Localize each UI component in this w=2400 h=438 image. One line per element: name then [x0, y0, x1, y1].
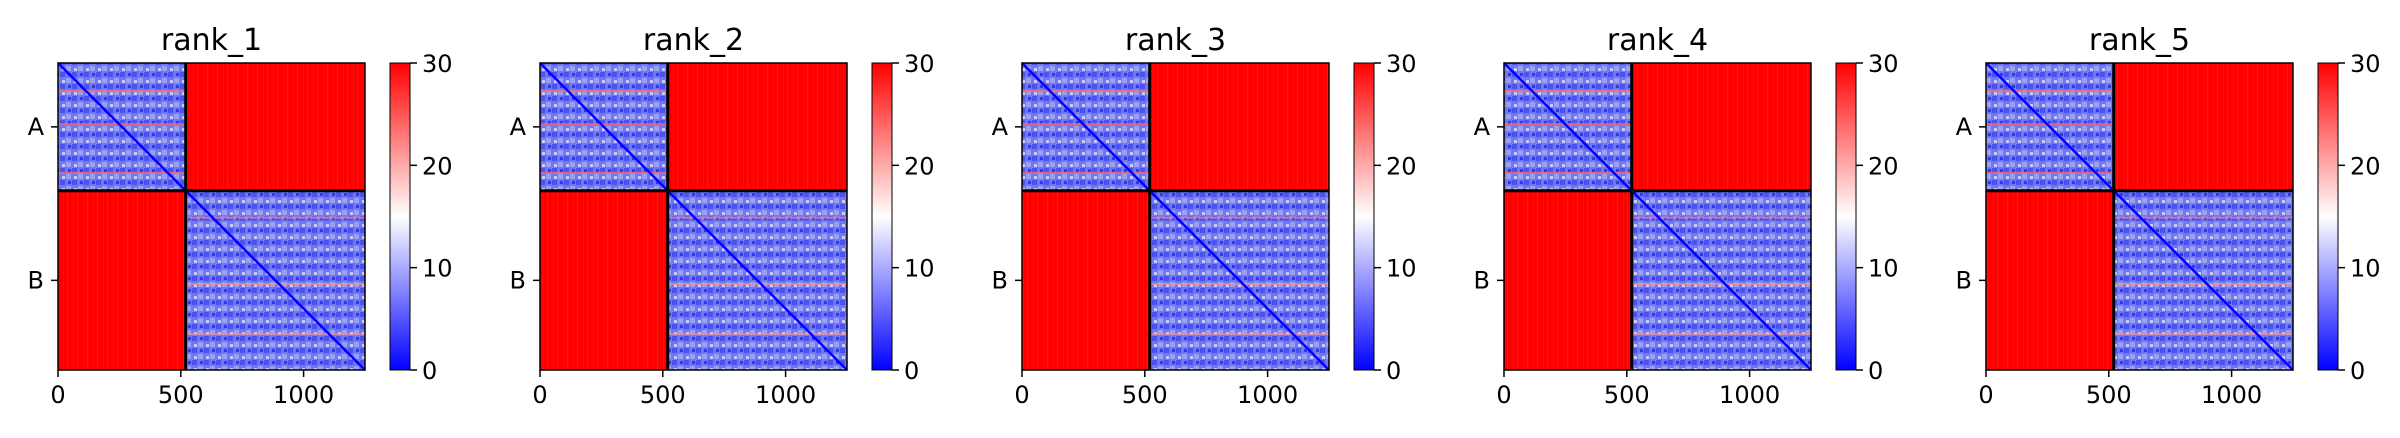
colorbar-tick-label: 30 [1868, 50, 1899, 78]
block-a-b [2113, 63, 2293, 191]
x-tick-label: 0 [1496, 381, 1511, 409]
x-tick-label: 1000 [755, 381, 816, 409]
colorbar-tick-label: 20 [1868, 152, 1899, 180]
colorbar [1353, 62, 1375, 371]
heatmap-panel-4: rank_4 0 500 1000 A B 0 10 20 30 [1474, 23, 1899, 409]
colorbar-tick-label: 10 [904, 255, 935, 283]
heatmap-panel-1: rank_1 0 500 1000 A B 0 10 20 30 [28, 23, 453, 409]
diagonal [1503, 62, 1812, 371]
colorbar [389, 62, 411, 371]
block-a-b [185, 63, 365, 191]
y-tick-label: B [992, 266, 1008, 294]
panel-title: rank_5 [2089, 23, 2190, 58]
y-tick-label: A [510, 113, 527, 141]
axes-frame [539, 62, 848, 371]
colorbar-tick-label: 20 [904, 152, 935, 180]
panel-title: rank_1 [161, 23, 262, 58]
diagonal [1985, 62, 2294, 371]
axes-frame [1021, 62, 1330, 371]
block-b-a [1504, 190, 1632, 370]
x-tick-label: 1000 [273, 381, 334, 409]
colorbar-tick-label: 10 [2350, 255, 2381, 283]
x-tick-label: 0 [50, 381, 65, 409]
colorbar-tick-label: 0 [1386, 357, 1401, 385]
colorbar-tick-label: 30 [422, 50, 453, 78]
colorbar-tick-label: 20 [1386, 152, 1417, 180]
colorbar [871, 62, 893, 371]
x-tick-label: 1000 [1237, 381, 1298, 409]
colorbar-tick-label: 30 [904, 50, 935, 78]
colorbar [1835, 62, 1857, 371]
diagonal [539, 62, 848, 371]
y-tick-label: B [510, 266, 526, 294]
colorbar-tick-label: 30 [2350, 50, 2381, 78]
x-tick-label: 500 [1604, 381, 1650, 409]
y-tick-label: A [28, 113, 45, 141]
y-tick-label: A [1956, 113, 1973, 141]
x-tick-label: 500 [1122, 381, 1168, 409]
colorbar-tick-label: 0 [422, 357, 437, 385]
y-tick-label: B [1474, 266, 1490, 294]
y-tick-label: A [992, 113, 1009, 141]
axes-frame [1985, 62, 2294, 371]
colorbar-tick-label: 0 [1868, 357, 1883, 385]
x-tick-label: 1000 [2201, 381, 2262, 409]
x-tick-label: 500 [640, 381, 686, 409]
panel-title: rank_3 [1125, 23, 1226, 58]
block-b-a [1022, 190, 1150, 370]
y-tick-label: B [28, 266, 44, 294]
colorbar-tick-label: 20 [422, 152, 453, 180]
block-b-a [540, 190, 668, 370]
colorbar-tick-label: 20 [2350, 152, 2381, 180]
colorbar-tick-label: 10 [1868, 255, 1899, 283]
heatmap-panel-2: rank_2 0 500 1000 A B 0 10 20 30 [510, 23, 935, 409]
block-a-b [1631, 63, 1811, 191]
x-tick-label: 0 [532, 381, 547, 409]
panel-title: rank_4 [1607, 23, 1708, 58]
block-b-a [1986, 190, 2114, 370]
colorbar-tick-label: 10 [1386, 255, 1417, 283]
panel-title: rank_2 [643, 23, 744, 58]
diagonal [57, 62, 366, 371]
x-tick-label: 500 [2086, 381, 2132, 409]
colorbar-tick-label: 0 [2350, 357, 2365, 385]
colorbar-tick-label: 0 [904, 357, 919, 385]
y-tick-label: B [1956, 266, 1972, 294]
x-tick-label: 0 [1978, 381, 1993, 409]
axes-frame [1503, 62, 1812, 371]
x-tick-label: 500 [158, 381, 204, 409]
block-b-a [58, 190, 186, 370]
x-tick-label: 0 [1014, 381, 1029, 409]
x-tick-label: 1000 [1719, 381, 1780, 409]
y-tick-label: A [1474, 113, 1491, 141]
diagonal [1021, 62, 1330, 371]
block-a-b [667, 63, 847, 191]
heatmap-panel-5: rank_5 0 500 1000 A B 0 10 20 30 [1956, 23, 2381, 409]
block-a-b [1149, 63, 1329, 191]
axes-frame [57, 62, 366, 371]
colorbar-tick-label: 30 [1386, 50, 1417, 78]
colorbar [2317, 62, 2339, 371]
heatmap-panel-3: rank_3 0 500 1000 A B 0 10 20 30 [992, 23, 1417, 409]
colorbar-tick-label: 10 [422, 255, 453, 283]
